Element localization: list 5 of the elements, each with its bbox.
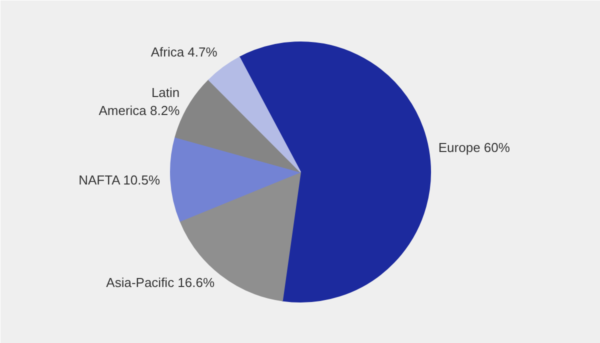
slice-label: Latin America 8.2%: [98, 84, 180, 118]
slice-label: NAFTA 10.5%: [78, 172, 160, 188]
slice-label: Europe 60%: [438, 140, 510, 156]
slice-label: Asia-Pacific 16.6%: [106, 275, 215, 290]
slice-label: Africa 4.7%: [150, 44, 218, 60]
